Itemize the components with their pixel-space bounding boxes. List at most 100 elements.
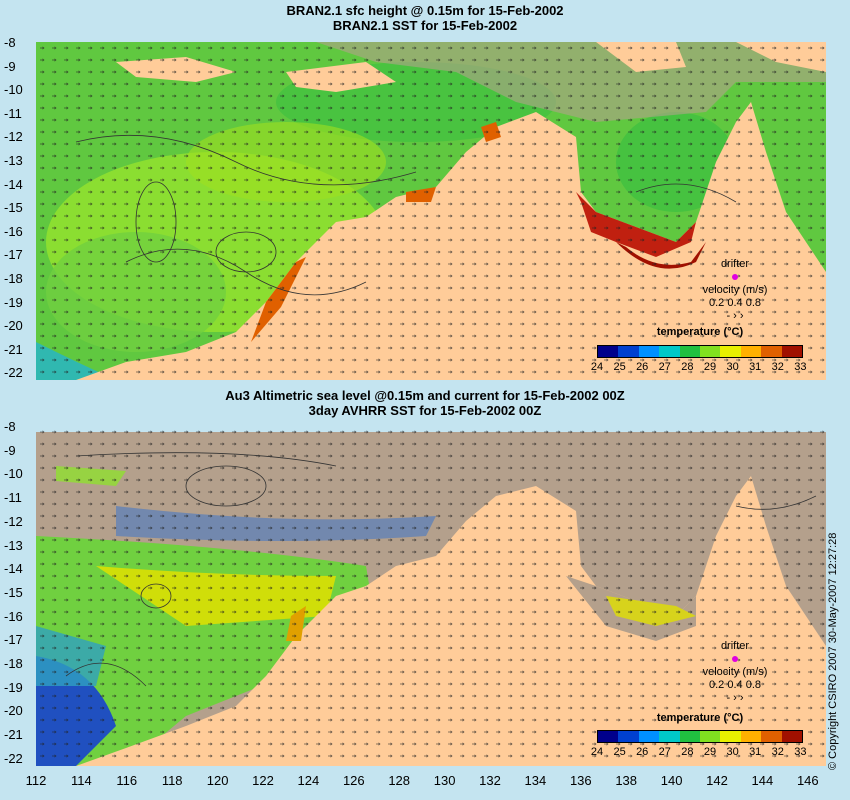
top-drifter-legend: drifter velocity (m/s) 0.2 0.4 0.8 ‑ › › [690,258,780,323]
bottom-lat-tick: -17 [4,632,23,648]
top-drifter-label: drifter [720,258,750,270]
bottom-legend-swatch [638,731,660,742]
bottom-legend-swatch [761,731,782,742]
bottom-lat-tick: -18 [4,656,23,671]
bottom-lat-tick: -21 [4,727,23,743]
lon-tick: 134 [524,773,547,788]
top-legend-swatch [638,346,660,357]
bottom-lat-tick: -22 [4,750,23,766]
lon-tick: 118 [161,773,183,788]
top-legend-title: temperature (°C) [656,326,744,338]
lon-tick: 132 [479,773,501,788]
lon-tick: 128 [388,773,411,788]
top-legend-swatch [679,346,701,357]
top-legend-tick: 30 [726,361,739,373]
bottom-legend-tick: 32 [771,746,784,758]
lon-tick: 136 [569,773,592,788]
top-lat-tick: -19 [4,294,23,310]
top-legend-swatch [659,346,680,357]
bottom-title-line1: Au3 Altimetric sea level @0.15m and curr… [225,388,625,403]
bottom-lat-tick: -19 [4,679,23,695]
top-legend-swatch [618,346,639,357]
velocity-arrows-icon: ‑ › › [726,310,744,322]
top-sst-map [36,42,826,380]
bottom-lat-tick: -14 [4,561,23,577]
lon-tick: 114 [71,773,92,788]
top-legend-tick: 24 [590,361,604,373]
top-title-line2: BRAN2.1 SST for 15-Feb-2002 [332,18,518,33]
bottom-lat-tick: -11 [4,490,22,506]
lon-tick: 112 [25,773,47,788]
bottom-velocity-label: velocity (m/s) [702,666,768,678]
top-legend-swatch [720,346,741,357]
top-legend-swatch [781,346,803,357]
top-legend-swatch [740,346,762,357]
drifter-dot-icon [732,656,738,662]
top-legend-tick: 26 [636,361,649,373]
top-lat-tick: -13 [4,153,23,168]
top-lat-tick: -18 [4,271,23,286]
bottom-legend-swatch [781,731,803,742]
top-legend-tick: 29 [703,361,717,373]
bottom-lat-tick: -10 [4,466,23,482]
bottom-legend-swatch [659,731,680,742]
bottom-legend-swatch [740,731,762,742]
bottom-legend-title: temperature (°C) [656,712,744,724]
top-legend-tick: 28 [681,361,694,373]
bottom-lat-tick: -9 [4,442,16,458]
bottom-map-canvas [36,426,826,766]
lon-tick: 140 [660,773,683,788]
top-lat-tick: -22 [4,365,23,381]
top-legend-swatch [598,346,619,357]
bottom-legend-tick: 25 [613,746,626,758]
bottom-lat-tick: -8 [4,419,16,434]
lon-tick: 120 [206,773,229,788]
bottom-drifter-label: drifter [720,640,750,652]
bottom-title-line2: 3day AVHRR SST for 15-Feb-2002 00Z [308,403,542,418]
bottom-legend-colorbar [597,730,803,743]
top-lat-tick: -10 [4,82,23,98]
copyright-text: © Copyright CSIRO 2007 30-May-2007 12:27… [827,532,839,770]
top-legend-tick: 31 [749,361,762,373]
lon-tick: 142 [706,773,728,788]
velocity-arrows-icon: ‑ › › [726,692,744,704]
lon-tick: 116 [116,773,138,788]
bottom-lat-tick: -20 [4,703,23,719]
top-velocity-values: 0.2 0.4 0.8 [709,297,761,309]
top-legend-colorbar [597,345,803,358]
top-legend-tick: 32 [771,361,784,373]
bottom-legend-swatch [598,731,619,742]
bottom-legend-tick: 29 [703,746,717,758]
bottom-sst-map [36,426,826,766]
top-legend-tick: 25 [613,361,626,373]
bottom-legend-swatch [700,731,721,742]
top-lat-tick: -12 [4,129,23,145]
top-lat-tick: -15 [4,200,23,216]
bottom-lat-tick: -16 [4,608,23,624]
bottom-lat-tick: -12 [4,513,23,529]
bottom-legend-swatch [618,731,639,742]
bottom-lat-tick: -13 [4,537,23,553]
top-legend-swatch [761,346,782,357]
top-lat-tick: -17 [4,247,23,263]
top-lat-tick: -20 [4,318,23,334]
top-lat-tick: -16 [4,223,23,239]
bottom-legend-tick: 30 [726,746,739,758]
bottom-legend-tick: 33 [794,746,807,758]
top-lat-tick: -9 [4,58,16,74]
lon-tick: 146 [796,773,819,788]
top-map-canvas [36,42,826,380]
bottom-legend-swatch [720,731,741,742]
lon-tick: 126 [342,773,365,788]
top-lat-tick: -14 [4,176,23,192]
top-title-line1: BRAN2.1 sfc height @ 0.15m for 15-Feb-20… [286,3,564,18]
bottom-lat-tick: -15 [4,584,23,600]
lon-tick: 124 [297,773,320,788]
bottom-legend-tick: 31 [749,746,762,758]
lon-tick: 130 [433,773,456,788]
top-velocity-label: velocity (m/s) [702,284,768,296]
bottom-legend-swatch [679,731,701,742]
top-legend-tick: 27 [658,361,671,373]
bottom-legend-tick: 28 [681,746,694,758]
lon-tick: 138 [615,773,638,788]
